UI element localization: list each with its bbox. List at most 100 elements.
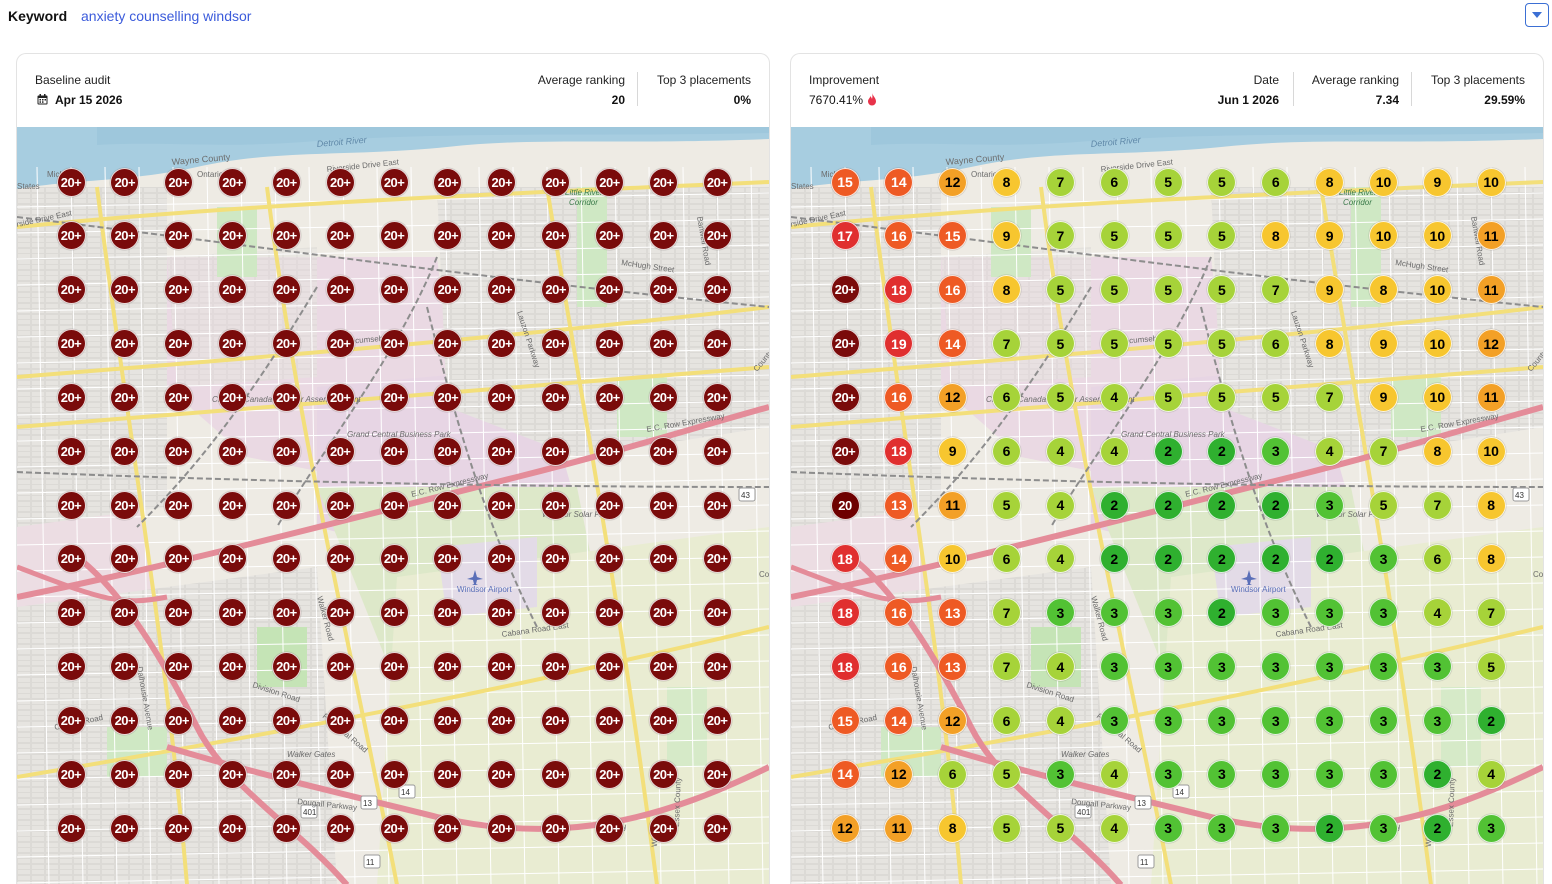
rank-pin[interactable]: 9 [1369, 382, 1398, 412]
rank-pin[interactable]: 2 [1422, 759, 1452, 789]
rank-pin[interactable]: 3 [1261, 436, 1291, 466]
rank-pin[interactable]: 20+ [541, 544, 571, 574]
rank-pin[interactable]: 20+ [325, 329, 355, 359]
rank-pin[interactable]: 20+ [325, 706, 355, 735]
rank-pin[interactable]: 8 [1476, 544, 1506, 574]
rank-pin[interactable]: 5 [1207, 167, 1237, 197]
rank-pin[interactable]: 5 [1153, 275, 1183, 305]
rank-pin[interactable]: 3 [1369, 813, 1398, 843]
rank-pin[interactable]: 3 [1153, 598, 1183, 628]
rank-pin[interactable]: 20+ [325, 813, 355, 843]
rank-pin[interactable]: 3 [1369, 544, 1398, 574]
rank-pin[interactable]: 10 [1422, 221, 1452, 251]
rank-pin[interactable]: 15 [830, 167, 860, 197]
rank-pin[interactable]: 14 [884, 167, 914, 197]
rank-pin[interactable]: 20+ [164, 813, 194, 843]
rank-pin[interactable]: 4 [1099, 382, 1129, 412]
rank-pin[interactable]: 20+ [648, 759, 678, 789]
rank-pin[interactable]: 2 [1207, 544, 1237, 574]
rank-pin[interactable]: 20+ [702, 652, 732, 682]
rank-pin[interactable]: 20+ [271, 436, 301, 466]
rank-pin[interactable]: 20+ [56, 436, 86, 466]
rank-pin[interactable]: 20+ [110, 167, 140, 197]
rank-pin[interactable]: 10 [1476, 436, 1506, 466]
rank-pin[interactable]: 20+ [648, 275, 678, 305]
rank-pin[interactable]: 20+ [541, 167, 571, 197]
rank-pin[interactable]: 20+ [702, 706, 732, 735]
rank-pin[interactable]: 20+ [164, 706, 194, 735]
rank-pin[interactable]: 8 [992, 275, 1022, 305]
rank-pin[interactable]: 13 [884, 490, 914, 520]
rank-pin[interactable]: 9 [938, 436, 968, 466]
rank-pin[interactable]: 15 [938, 221, 968, 251]
rank-pin[interactable]: 20+ [595, 706, 624, 735]
rank-pin[interactable]: 12 [938, 167, 968, 197]
rank-pin[interactable]: 3 [1207, 706, 1237, 735]
rank-pin[interactable]: 20+ [110, 490, 140, 520]
rank-pin[interactable]: 20+ [702, 490, 732, 520]
rank-pin[interactable]: 20+ [541, 652, 571, 682]
rank-pin[interactable]: 5 [1153, 167, 1183, 197]
rank-pin[interactable]: 20+ [433, 544, 463, 574]
rank-pin[interactable]: 20+ [271, 652, 301, 682]
rank-pin[interactable]: 19 [884, 329, 914, 359]
rank-pin[interactable]: 20+ [648, 382, 678, 412]
rank-pin[interactable]: 20 [830, 490, 860, 520]
rank-pin[interactable]: 16 [884, 382, 914, 412]
rank-pin[interactable]: 20+ [164, 167, 194, 197]
rank-pin[interactable]: 20+ [379, 813, 409, 843]
rank-pin[interactable]: 2 [1153, 544, 1183, 574]
rank-pin[interactable]: 18 [884, 436, 914, 466]
rank-pin[interactable]: 14 [938, 329, 968, 359]
rank-pin[interactable]: 3 [1476, 813, 1506, 843]
rank-pin[interactable]: 20+ [595, 490, 624, 520]
rank-pin[interactable]: 2 [1153, 490, 1183, 520]
rank-pin[interactable]: 20+ [379, 490, 409, 520]
rank-pin[interactable]: 15 [830, 706, 860, 735]
rank-pin[interactable]: 20+ [648, 813, 678, 843]
rank-pin[interactable]: 20+ [379, 382, 409, 412]
rank-pin[interactable]: 11 [1476, 382, 1506, 412]
rank-pin[interactable]: 20+ [164, 329, 194, 359]
rank-pin[interactable]: 7 [1045, 167, 1075, 197]
rank-pin[interactable]: 20+ [379, 706, 409, 735]
rank-pin[interactable]: 20+ [379, 221, 409, 251]
rank-pin[interactable]: 3 [1153, 652, 1183, 682]
rank-pin[interactable]: 10 [1369, 221, 1398, 251]
rank-pin[interactable]: 14 [884, 544, 914, 574]
rank-pin[interactable]: 20+ [433, 706, 463, 735]
rank-pin[interactable]: 20+ [271, 490, 301, 520]
rank-pin[interactable]: 3 [1315, 706, 1345, 735]
rank-pin[interactable]: 20+ [487, 813, 517, 843]
rank-pin[interactable]: 13 [938, 652, 968, 682]
rank-pin[interactable]: 20+ [433, 490, 463, 520]
rank-pin[interactable]: 3 [1099, 706, 1129, 735]
rank-pin[interactable]: 20+ [702, 382, 732, 412]
rank-pin[interactable]: 20+ [110, 598, 140, 628]
rank-pin[interactable]: 4 [1045, 544, 1075, 574]
rank-pin[interactable]: 10 [1422, 382, 1452, 412]
rank-pin[interactable]: 2 [1422, 813, 1452, 843]
rank-pin[interactable]: 20+ [648, 544, 678, 574]
rank-pin[interactable]: 20+ [110, 382, 140, 412]
rank-pin[interactable]: 20+ [487, 382, 517, 412]
rank-pin[interactable]: 20+ [433, 221, 463, 251]
rank-pin[interactable]: 20+ [541, 221, 571, 251]
rank-pin[interactable]: 20+ [271, 329, 301, 359]
rank-pin[interactable]: 20+ [56, 382, 86, 412]
rank-pin[interactable]: 11 [884, 813, 914, 843]
rank-pin[interactable]: 8 [1476, 490, 1506, 520]
rank-pin[interactable]: 16 [938, 275, 968, 305]
rank-pin[interactable]: 6 [1099, 167, 1129, 197]
rank-pin[interactable]: 20+ [56, 706, 86, 735]
rank-pin[interactable]: 20+ [164, 759, 194, 789]
rank-pin[interactable]: 13 [938, 598, 968, 628]
rank-pin[interactable]: 2 [1207, 490, 1237, 520]
rank-pin[interactable]: 20+ [648, 167, 678, 197]
rank-pin[interactable]: 20+ [595, 652, 624, 682]
rank-pin[interactable]: 20+ [218, 436, 248, 466]
rank-pin[interactable]: 6 [992, 544, 1022, 574]
rank-pin[interactable]: 20+ [56, 598, 86, 628]
rank-pin[interactable]: 20+ [164, 382, 194, 412]
